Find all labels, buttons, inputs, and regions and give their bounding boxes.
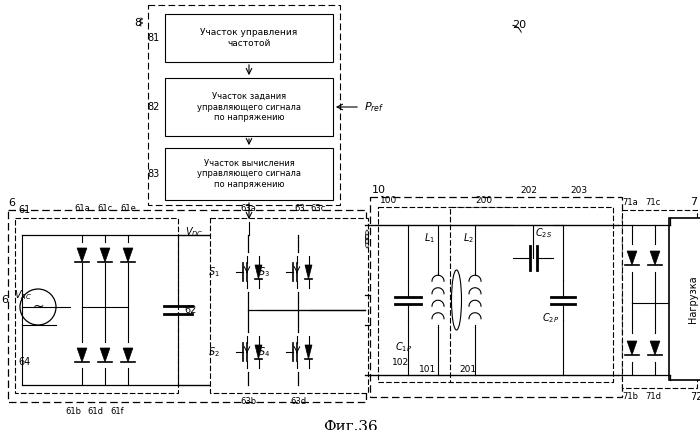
Polygon shape <box>100 348 110 362</box>
Polygon shape <box>650 341 660 355</box>
Polygon shape <box>627 341 637 355</box>
Text: 100: 100 <box>380 196 398 205</box>
Text: 61c: 61c <box>97 204 113 213</box>
Bar <box>15 218 178 393</box>
Polygon shape <box>305 265 312 279</box>
Bar <box>210 218 368 393</box>
Text: $C_{1P}$: $C_{1P}$ <box>395 340 412 354</box>
Bar <box>622 210 697 388</box>
Bar <box>148 5 340 205</box>
Text: $S_1$: $S_1$ <box>208 265 220 279</box>
Bar <box>165 148 333 200</box>
Text: 7: 7 <box>690 197 697 207</box>
Polygon shape <box>650 251 660 265</box>
Text: 63: 63 <box>295 204 305 213</box>
Text: 203: 203 <box>570 186 587 195</box>
Text: 82: 82 <box>148 102 160 112</box>
Polygon shape <box>77 348 87 362</box>
Text: $S_3$: $S_3$ <box>258 265 270 279</box>
Text: 72: 72 <box>690 392 700 402</box>
Text: Фиг.36: Фиг.36 <box>323 420 377 430</box>
Text: 102: 102 <box>392 358 409 367</box>
Text: 83: 83 <box>148 169 160 179</box>
Text: 71b: 71b <box>622 392 638 401</box>
Bar <box>370 197 622 397</box>
Text: Участок задания
управляющего сигнала
по напряжению: Участок задания управляющего сигнала по … <box>197 92 301 122</box>
Text: 61d: 61d <box>87 407 103 416</box>
Text: 71a: 71a <box>622 198 638 207</box>
Text: 71d: 71d <box>645 392 661 401</box>
Text: $L_1$: $L_1$ <box>424 231 435 245</box>
Text: $P_{ref}$: $P_{ref}$ <box>364 100 384 114</box>
Text: 63a: 63a <box>240 204 256 213</box>
Text: Участок управления
частотой: Участок управления частотой <box>200 28 298 48</box>
Text: $S_4$: $S_4$ <box>258 345 270 359</box>
Text: 63b: 63b <box>240 397 256 406</box>
Text: 10: 10 <box>372 185 386 195</box>
Text: 61b: 61b <box>65 407 81 416</box>
Text: 6: 6 <box>8 198 15 208</box>
Text: 81: 81 <box>148 33 160 43</box>
Polygon shape <box>627 251 637 265</box>
Text: $V_{DC}$: $V_{DC}$ <box>185 225 204 239</box>
Text: Нагрузка: Нагрузка <box>688 275 698 323</box>
Text: 20: 20 <box>512 20 526 30</box>
Text: 63c: 63c <box>310 204 326 213</box>
Bar <box>450 207 613 382</box>
Text: 62: 62 <box>184 305 197 315</box>
Text: ~: ~ <box>32 300 44 314</box>
Text: Участок вычисления
управляющего сигнала
по напряжению: Участок вычисления управляющего сигнала … <box>197 159 301 189</box>
Text: 64: 64 <box>18 357 30 367</box>
Polygon shape <box>77 248 87 262</box>
Bar <box>165 14 333 62</box>
Text: 200: 200 <box>475 196 492 205</box>
Text: 61f: 61f <box>110 407 124 416</box>
Text: 8: 8 <box>134 18 141 28</box>
Bar <box>378 207 511 382</box>
Text: 201: 201 <box>459 365 477 374</box>
Bar <box>669 218 700 380</box>
Text: 6: 6 <box>1 295 8 305</box>
Polygon shape <box>305 345 312 359</box>
Text: $S_2$: $S_2$ <box>209 345 220 359</box>
Text: 63d: 63d <box>290 397 306 406</box>
Text: $L_2$: $L_2$ <box>463 231 473 245</box>
Polygon shape <box>100 248 110 262</box>
Polygon shape <box>123 348 133 362</box>
Text: 202: 202 <box>520 186 537 195</box>
Text: $V_{AC}$: $V_{AC}$ <box>14 288 32 302</box>
Text: 101: 101 <box>419 365 437 374</box>
Bar <box>165 78 333 136</box>
Text: 61a: 61a <box>74 204 90 213</box>
Text: 61: 61 <box>18 205 30 215</box>
Text: $C_{2P}$: $C_{2P}$ <box>542 311 559 325</box>
Polygon shape <box>255 265 262 279</box>
Polygon shape <box>123 248 133 262</box>
Text: $C_{2S}$: $C_{2S}$ <box>535 226 552 240</box>
Bar <box>8 210 366 402</box>
Text: 71c: 71c <box>645 198 660 207</box>
Polygon shape <box>255 345 262 359</box>
Text: 61e: 61e <box>120 204 136 213</box>
